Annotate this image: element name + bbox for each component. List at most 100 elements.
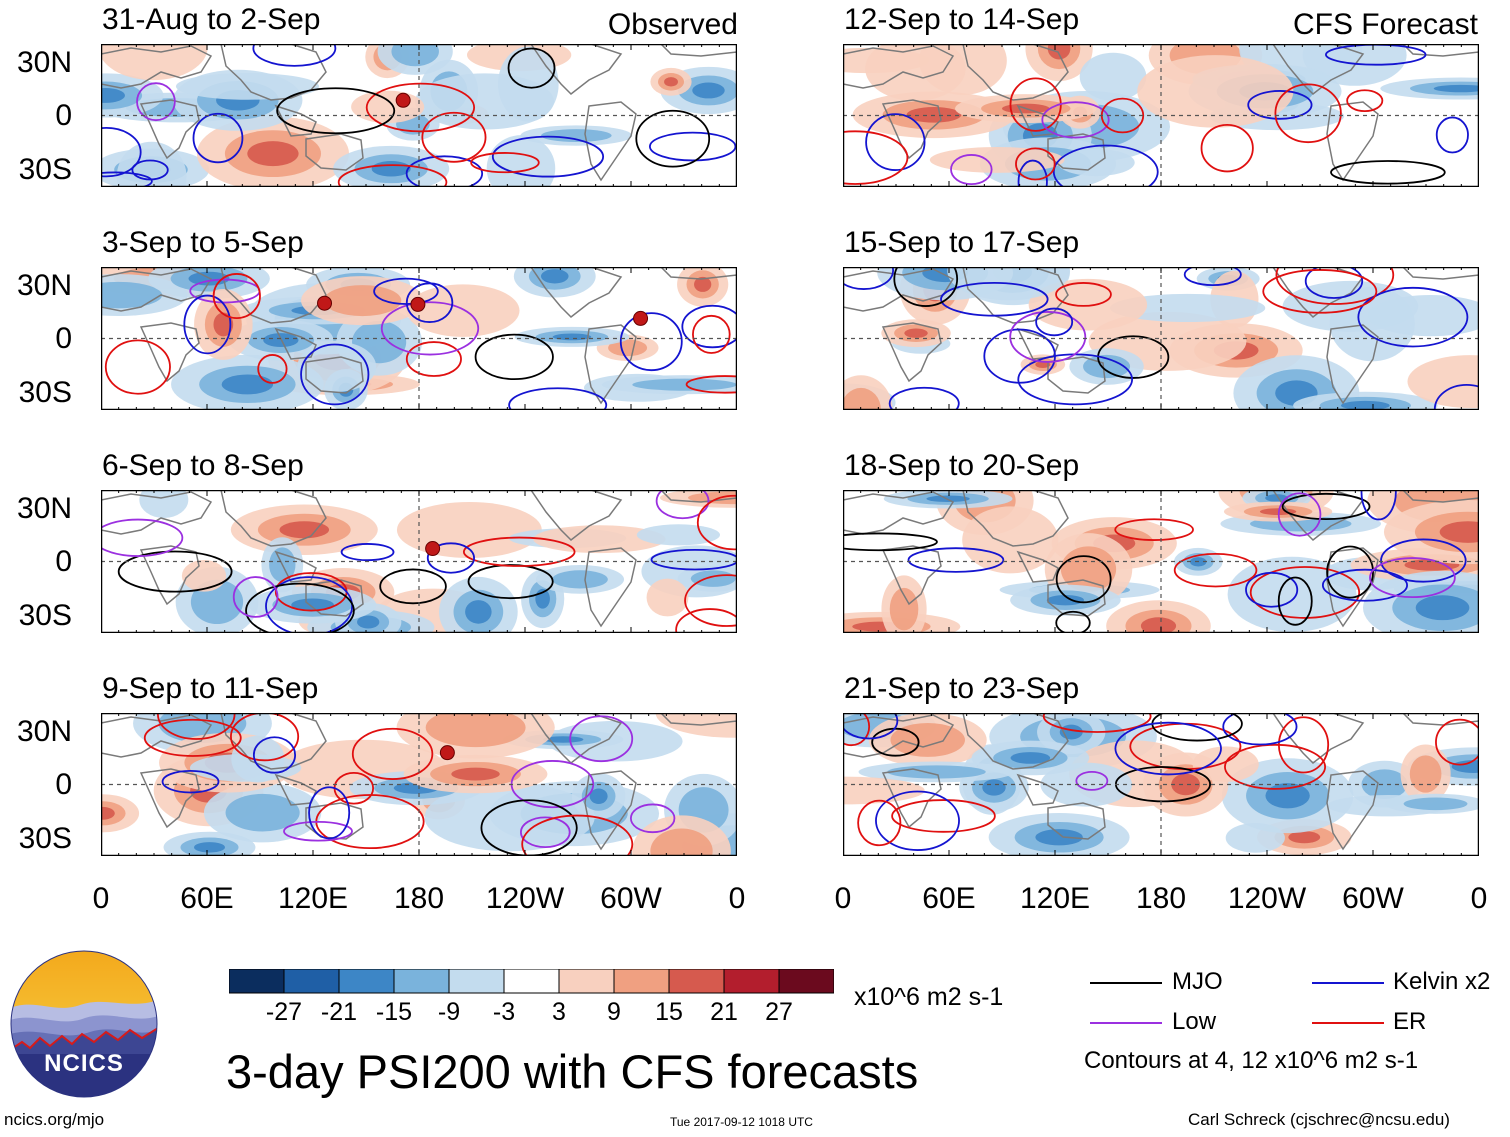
anomaly-shading — [351, 90, 425, 124]
wave-contour — [405, 341, 462, 377]
map-svg — [47, 13, 757, 212]
colorbar-swatch — [283, 969, 340, 994]
tick-marks — [100, 490, 738, 633]
wave-contour — [365, 82, 476, 133]
coastline — [1326, 101, 1379, 182]
legend-note: Contours at 4, 12 x10^6 m2 s-1 — [1084, 1047, 1419, 1074]
coastline — [1047, 356, 1106, 394]
lat-label-eq: 0 — [55, 99, 72, 132]
wave-contour — [1015, 147, 1056, 181]
anomaly-shading — [646, 578, 689, 617]
wave-contour — [474, 333, 554, 381]
anomaly-shading — [465, 600, 492, 624]
wave-contour — [1055, 555, 1112, 604]
wave-contour — [1114, 721, 1222, 776]
colorbar-tick-label: 9 — [607, 998, 621, 1026]
colorbar-tick-label: -3 — [492, 998, 516, 1026]
wave-contour — [907, 547, 1005, 573]
legend-label-low: Low — [1172, 1008, 1217, 1035]
anomaly-shading — [552, 333, 592, 341]
anomaly-shading — [906, 106, 962, 123]
footer-author[interactable]: Carl Schreck (cjschrec@ncsu.edu) — [1188, 1110, 1450, 1129]
coastline — [1047, 133, 1106, 171]
map-svg — [764, 699, 1510, 862]
wave-contour — [308, 786, 351, 840]
lat-label-30s: 30S — [18, 153, 72, 186]
anomaly-shading — [904, 328, 928, 338]
coastlines — [100, 43, 738, 182]
anomaly-shading — [297, 341, 377, 392]
ncics-logo[interactable]: NCICS — [10, 950, 158, 1098]
wave-contour — [1245, 571, 1299, 608]
map-panel — [793, 238, 1510, 445]
wave-contour — [1321, 568, 1408, 602]
anomaly-shading — [542, 736, 584, 743]
colorbar-swatch — [778, 969, 834, 994]
ncics-logo-graphic — [10, 950, 158, 1098]
anomaly-shading — [1361, 769, 1408, 799]
anomaly-shading — [690, 570, 736, 587]
tick-marks — [842, 267, 1480, 410]
tick-marks — [100, 44, 738, 187]
lon-label: 60W — [1342, 882, 1404, 915]
wave-contour — [1075, 770, 1109, 791]
coastline — [584, 770, 637, 851]
colorbar-swatch — [558, 969, 615, 994]
wave-contour — [1274, 83, 1342, 144]
anomaly-shading — [213, 312, 234, 337]
wave-contour — [276, 87, 396, 135]
anomaly-shading — [1028, 278, 1148, 331]
lon-label: 60E — [922, 882, 976, 915]
map-panel — [764, 699, 1510, 862]
storm-marker — [410, 296, 426, 312]
anomaly-shading — [1288, 831, 1321, 844]
wave-contour — [405, 282, 454, 323]
map-panel — [65, 688, 813, 887]
panel-title: 12-Sep to 14-Sep — [844, 3, 1080, 36]
colorbar-tick-label: 27 — [765, 998, 793, 1026]
wave-contour — [380, 301, 480, 356]
anomaly-shading — [1035, 829, 1083, 846]
lat-label-30n: 30N — [16, 46, 72, 79]
map-panel — [47, 13, 757, 212]
legend-label-kelvin: Kelvin x2 — [1393, 968, 1491, 995]
logo-text: NCICS — [44, 1050, 124, 1077]
colorbar-tick-label: -15 — [375, 998, 413, 1026]
wave-contour — [1224, 743, 1327, 790]
map-panel — [92, 481, 813, 652]
wave-contour — [1247, 90, 1313, 120]
coastline — [139, 545, 200, 606]
colorbar-tick-label: 3 — [552, 998, 566, 1026]
wave-contour — [212, 273, 261, 320]
wave-contour — [351, 727, 434, 780]
map-svg — [793, 238, 1510, 445]
storm-marker — [425, 541, 441, 557]
anomaly-shading — [424, 783, 595, 852]
map-panel — [48, 255, 768, 423]
anomaly-shading — [1433, 84, 1489, 93]
storm-marker — [439, 745, 455, 761]
colorbar-tick-label: 21 — [710, 998, 738, 1026]
coastline — [1271, 712, 1365, 764]
coastline — [962, 43, 1069, 101]
coastline — [274, 104, 317, 137]
coastline — [220, 489, 327, 547]
panel-title: 6-Sep to 8-Sep — [102, 449, 304, 482]
panel-title: 3-Sep to 5-Sep — [102, 226, 304, 259]
anomaly-shading — [1265, 783, 1310, 809]
coastline — [584, 547, 637, 628]
wave-contour — [161, 769, 220, 794]
footer-link[interactable]: ncics.org/mjo — [4, 1110, 105, 1129]
anomaly-shading — [982, 779, 1006, 796]
footer-timestamp: Tue 2017-09-12 1018 UTC — [670, 1115, 813, 1129]
coastline — [529, 489, 623, 541]
colorbar-swatch — [338, 969, 395, 994]
coastline — [1047, 579, 1106, 617]
lon-label: 180 — [1135, 882, 1187, 915]
anomaly-shading — [1403, 797, 1468, 811]
coastline — [1047, 802, 1106, 840]
lon-label: 0 — [92, 882, 110, 915]
anomaly-shading — [890, 722, 965, 757]
wave-contour — [379, 568, 447, 605]
colorbar-tick-label: -9 — [437, 998, 461, 1026]
